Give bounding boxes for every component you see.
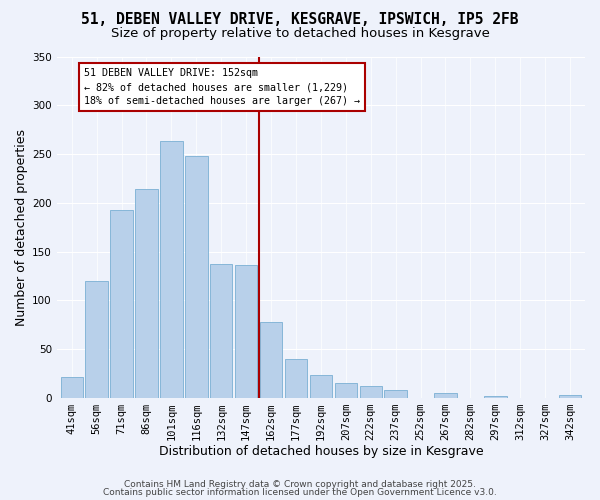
Bar bbox=[260, 322, 282, 398]
Text: Contains public sector information licensed under the Open Government Licence v3: Contains public sector information licen… bbox=[103, 488, 497, 497]
Bar bbox=[210, 264, 232, 398]
Bar bbox=[310, 374, 332, 398]
Bar bbox=[85, 281, 108, 398]
Bar bbox=[559, 395, 581, 398]
Bar bbox=[434, 393, 457, 398]
Bar bbox=[61, 376, 83, 398]
Text: 51 DEBEN VALLEY DRIVE: 152sqm
← 82% of detached houses are smaller (1,229)
18% o: 51 DEBEN VALLEY DRIVE: 152sqm ← 82% of d… bbox=[84, 68, 360, 106]
Bar bbox=[160, 142, 182, 398]
Y-axis label: Number of detached properties: Number of detached properties bbox=[15, 128, 28, 326]
Bar bbox=[359, 386, 382, 398]
Text: 51, DEBEN VALLEY DRIVE, KESGRAVE, IPSWICH, IP5 2FB: 51, DEBEN VALLEY DRIVE, KESGRAVE, IPSWIC… bbox=[81, 12, 519, 28]
Text: Contains HM Land Registry data © Crown copyright and database right 2025.: Contains HM Land Registry data © Crown c… bbox=[124, 480, 476, 489]
Text: Size of property relative to detached houses in Kesgrave: Size of property relative to detached ho… bbox=[110, 28, 490, 40]
Bar bbox=[385, 390, 407, 398]
X-axis label: Distribution of detached houses by size in Kesgrave: Distribution of detached houses by size … bbox=[158, 444, 483, 458]
Bar bbox=[185, 156, 208, 398]
Bar bbox=[484, 396, 506, 398]
Bar bbox=[110, 210, 133, 398]
Bar bbox=[235, 266, 257, 398]
Bar bbox=[135, 189, 158, 398]
Bar bbox=[285, 359, 307, 398]
Bar bbox=[335, 384, 357, 398]
